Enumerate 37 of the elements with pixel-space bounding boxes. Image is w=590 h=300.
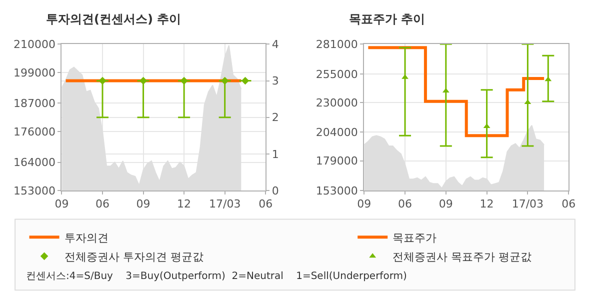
x-tick-label: 06 — [96, 198, 110, 211]
legend-label: 전체증권사 투자의견 평균값 — [64, 250, 204, 264]
x-tick-label: 12 — [480, 198, 494, 211]
text: 컨센서스:4=S/Buy 3=Buy(Outperform) 2=Neutral 1=Sell(Underperform) — [26, 271, 407, 282]
x-tick-label: 06 — [562, 198, 576, 211]
chart-title: 투자의견(컨센서스) 추이 — [46, 12, 182, 26]
x-tick-label: 09 — [438, 198, 453, 211]
legend-label: 목표주가 — [392, 231, 437, 244]
point — [402, 74, 408, 79]
x-tick-label: 09 — [54, 198, 69, 211]
y2-tick-label: 4 — [272, 38, 279, 52]
chart-title: 목표주가 추이 — [349, 12, 426, 26]
y-tick-label: 199000 — [14, 66, 56, 80]
x-tick-label: 17/03 — [512, 198, 544, 211]
y-tick-label: 210000 — [14, 38, 56, 52]
y-tick-label: 153000 — [316, 184, 358, 198]
y-tick-label: 230000 — [316, 96, 358, 110]
y-tick-label: 187000 — [14, 97, 56, 110]
y2-tick-label: 1 — [272, 148, 279, 161]
legend-label: 전체증권사 목표주가 평균값 — [392, 250, 532, 264]
y-tick-label: 179000 — [316, 154, 358, 168]
y-tick-label: 204000 — [316, 126, 358, 140]
x-tick-label: 09 — [136, 198, 150, 211]
x-tick-label: 06 — [398, 198, 412, 211]
y2-tick-label: 0 — [272, 184, 279, 198]
y-tick-label: 255000 — [316, 68, 358, 81]
y-tick-label: 153000 — [14, 184, 56, 198]
x-tick-label: 09 — [357, 198, 372, 211]
y-tick-label: 164000 — [14, 156, 56, 170]
y-tick-label: 176000 — [14, 125, 56, 138]
x-tick-label: 06 — [258, 198, 273, 211]
x-tick-label: 17/03 — [208, 198, 241, 211]
legend-label: 투자의견 — [64, 231, 108, 244]
y-tick-label: 281000 — [316, 38, 358, 52]
y2-tick-label: 3 — [272, 74, 279, 88]
x-tick-label: 12 — [177, 198, 192, 211]
y2-tick-label: 2 — [272, 111, 279, 124]
